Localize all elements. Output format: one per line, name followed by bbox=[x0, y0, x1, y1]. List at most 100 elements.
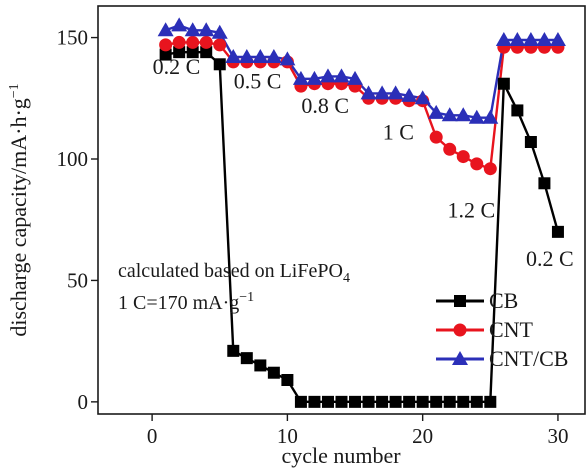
data-point-cb bbox=[403, 395, 416, 408]
data-point-cnt-cb bbox=[495, 32, 512, 46]
data-point-cnt-cb bbox=[414, 90, 431, 105]
y-tick-label: 0 bbox=[78, 390, 89, 414]
data-point-cnt-cb bbox=[347, 70, 364, 85]
data-point-cnt-cb bbox=[265, 49, 282, 63]
data-point-cnt-cb bbox=[238, 49, 255, 63]
data-point-cnt-cb bbox=[211, 24, 228, 39]
data-point-cb bbox=[470, 395, 483, 408]
legend: CB CNT CNT/CB bbox=[436, 288, 568, 371]
x-tick-label: 10 bbox=[277, 424, 298, 448]
data-point-cnt bbox=[470, 157, 484, 171]
series-line-cb bbox=[165, 50, 560, 404]
legend-label-cb: CB bbox=[489, 288, 518, 313]
data-point-cb bbox=[362, 395, 375, 408]
data-point-cnt-cb bbox=[428, 104, 445, 119]
y-axis-label-main: discharge capacity/mA·h·g bbox=[6, 98, 31, 336]
data-point-cb bbox=[227, 344, 240, 357]
data-point-cb bbox=[511, 104, 524, 117]
data-point-cnt-cb bbox=[360, 85, 377, 100]
data-point-cnt bbox=[213, 38, 227, 52]
x-tick-label: 0 bbox=[147, 424, 158, 448]
data-point-cnt bbox=[172, 35, 186, 49]
legend-marker-cnt bbox=[453, 323, 467, 337]
data-point-cnt bbox=[199, 35, 213, 49]
data-point-cb bbox=[538, 177, 551, 190]
y-axis-label-group: discharge capacity/mA·h·g−1 bbox=[6, 83, 31, 336]
series-markers bbox=[157, 17, 566, 408]
data-point-cb bbox=[497, 77, 510, 90]
data-point-cnt-cb bbox=[292, 70, 309, 85]
y-tick-label: 100 bbox=[57, 147, 89, 171]
data-point-cnt bbox=[483, 162, 497, 176]
data-point-cb bbox=[321, 395, 334, 408]
data-point-cnt-cb bbox=[387, 85, 404, 100]
data-point-cb bbox=[484, 395, 497, 408]
rate-label: 0.2 C bbox=[526, 246, 574, 271]
data-point-cnt-cb bbox=[198, 22, 215, 37]
legend-label-cnt-cb: CNT/CB bbox=[489, 346, 568, 371]
data-point-cb bbox=[281, 374, 294, 386]
data-point-cb bbox=[443, 395, 456, 408]
note-line-2-main: 1 C=170 mA·g bbox=[118, 292, 239, 314]
data-point-cnt bbox=[429, 130, 443, 144]
y-tick-label: 50 bbox=[67, 268, 88, 292]
data-point-cnt-cb bbox=[522, 32, 539, 46]
data-point-cnt bbox=[186, 35, 200, 49]
note-line-1: calculated based on LiFePO4 bbox=[118, 260, 350, 286]
axis-ticks bbox=[91, 36, 559, 421]
plot-frame bbox=[97, 5, 586, 415]
rate-label: 0.8 C bbox=[301, 93, 349, 118]
data-point-cb bbox=[213, 58, 226, 71]
x-axis-label: cycle number bbox=[281, 443, 401, 468]
data-point-cnt-cb bbox=[184, 22, 201, 37]
data-point-cnt-cb bbox=[279, 51, 296, 66]
data-point-cnt-cb bbox=[225, 49, 242, 63]
data-point-cb bbox=[200, 46, 213, 59]
data-point-cb bbox=[254, 359, 267, 372]
series-line-cnt-cb bbox=[165, 24, 558, 119]
data-point-cnt-cb bbox=[306, 70, 323, 85]
x-tick-label: 30 bbox=[547, 424, 568, 448]
rate-label: 0.2 C bbox=[153, 54, 201, 79]
data-point-cb bbox=[389, 395, 402, 408]
legend-marker-cb bbox=[454, 295, 466, 307]
data-point-cb bbox=[416, 395, 429, 408]
data-point-cb bbox=[294, 395, 307, 408]
data-point-cb bbox=[240, 352, 253, 365]
data-point-cb bbox=[524, 136, 537, 148]
data-point-cnt-cb bbox=[482, 109, 499, 124]
data-point-cnt bbox=[456, 150, 470, 164]
data-point-cnt-cb bbox=[333, 68, 350, 83]
data-point-cb bbox=[267, 366, 280, 379]
data-point-cnt-cb bbox=[374, 85, 391, 100]
data-point-cb bbox=[551, 225, 564, 238]
data-point-cnt-cb bbox=[509, 32, 526, 46]
y-axis-label: discharge capacity/mA·h·g−1 bbox=[6, 83, 31, 336]
note-line-1-main: calculated based on LiFePO bbox=[118, 260, 343, 282]
rate-label: 0.5 C bbox=[234, 69, 282, 94]
data-point-cnt-cb bbox=[468, 109, 485, 124]
data-point-cb bbox=[335, 395, 348, 408]
rate-label: 1.2 C bbox=[448, 197, 496, 222]
data-point-cnt-cb bbox=[401, 87, 418, 102]
data-point-cb bbox=[430, 395, 443, 408]
data-point-cnt-cb bbox=[536, 32, 553, 46]
data-point-cb bbox=[457, 395, 470, 408]
data-point-cb bbox=[349, 395, 362, 408]
data-point-cnt-cb bbox=[549, 32, 566, 46]
data-point-cb bbox=[186, 46, 199, 59]
data-point-cnt-cb bbox=[319, 68, 336, 83]
data-point-cnt-cb bbox=[252, 49, 269, 63]
note-line-2-superscript: −1 bbox=[239, 290, 254, 305]
x-tick-label: 20 bbox=[412, 424, 433, 448]
note-line-1-subscript: 4 bbox=[343, 271, 350, 286]
data-point-cnt-cb bbox=[171, 17, 188, 32]
y-axis-label-superscript: −1 bbox=[7, 83, 22, 98]
y-tick-label: 150 bbox=[57, 26, 89, 50]
rate-label: 1 C bbox=[383, 120, 414, 145]
data-point-cnt bbox=[443, 142, 457, 156]
legend-label-cnt: CNT bbox=[489, 317, 534, 342]
legend-marker-cnt-cb bbox=[452, 351, 468, 365]
data-point-cb bbox=[376, 395, 389, 408]
